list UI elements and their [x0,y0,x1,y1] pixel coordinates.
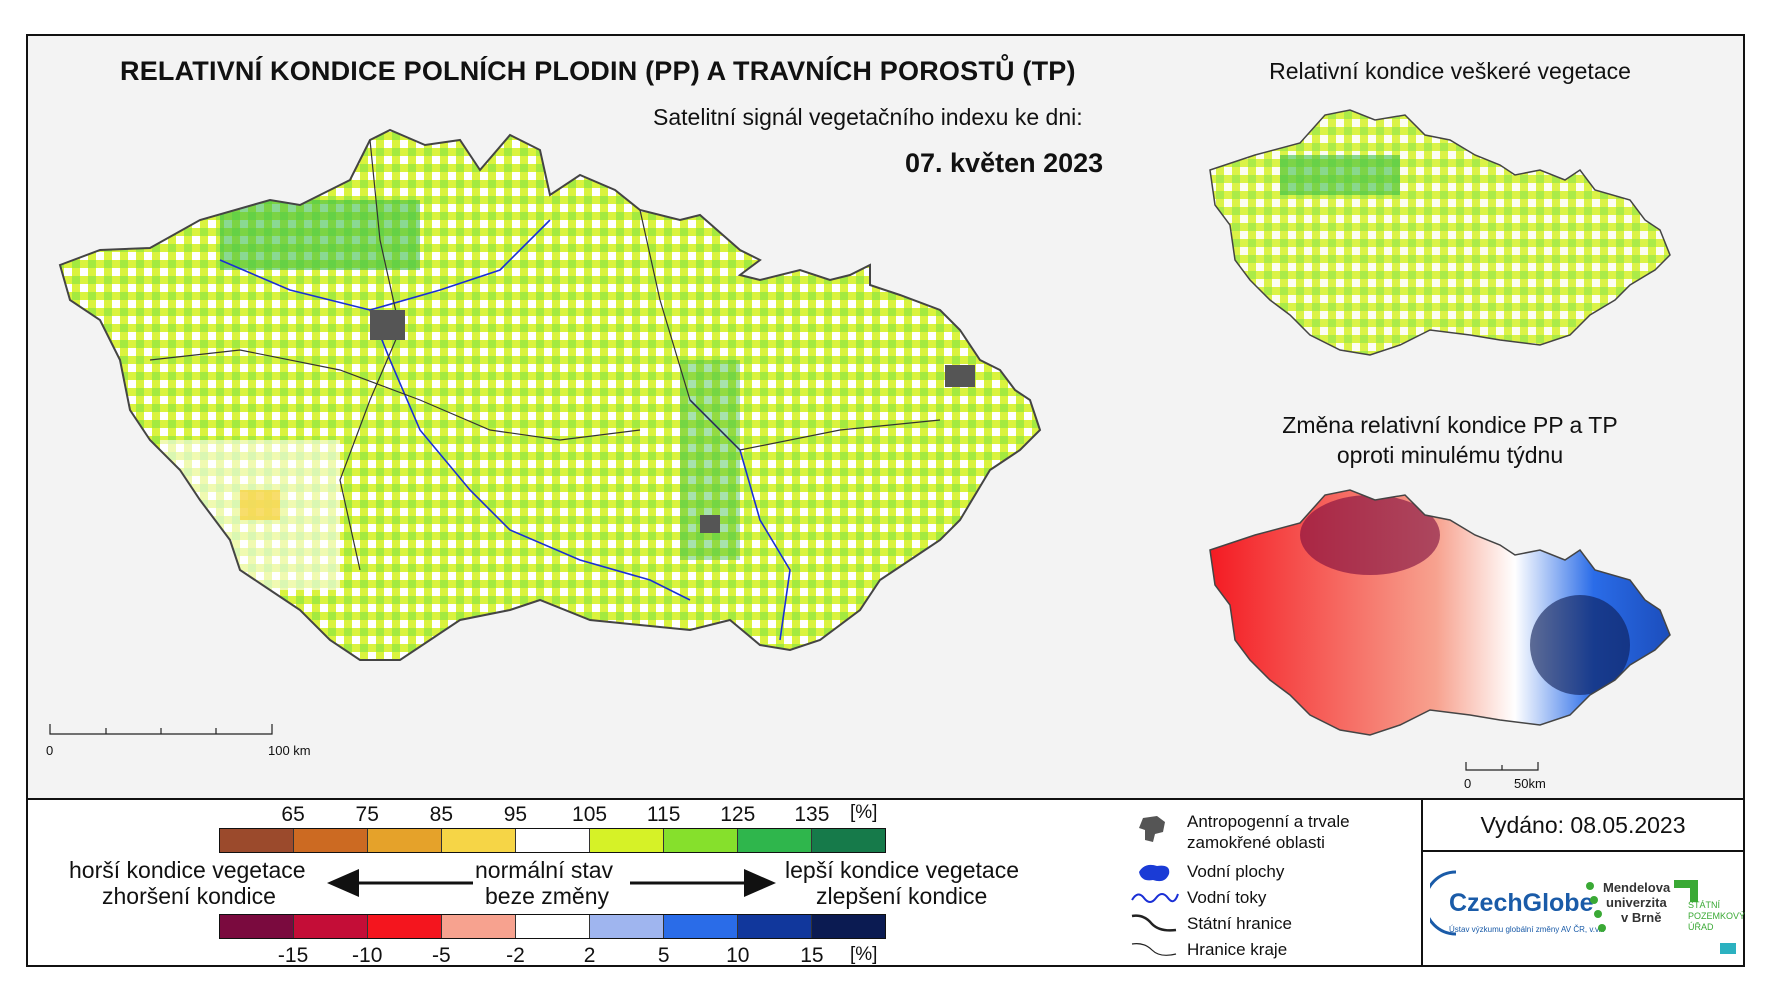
legend-change-tick-label: -2 [506,944,525,967]
legend-condition-tick-label: 125 [720,803,756,826]
legend-condition-color-bar [219,828,886,853]
main-map [59,129,1041,661]
legend-change-tick-label: -5 [431,944,451,967]
legend-condition-swatch [515,829,589,852]
legend-change-swatch [663,915,737,938]
legend-condition-swatch [441,829,515,852]
legend-condition-swatch [811,829,885,852]
mendel-line3: v Brně [1621,910,1662,925]
prague-area [370,310,405,340]
inset-scale-start: 0 [1464,776,1472,791]
legend-better-line2: zlepšení kondice [816,883,988,909]
legend-worse-line1: horší kondice vegetace [69,857,306,883]
key-water-courses: Vodní toky [1187,888,1267,907]
inset-scale-bar [1465,762,1539,771]
spu-logo-block [1720,943,1736,954]
water-body-icon [1139,864,1170,882]
main-scale-bar [49,724,273,735]
legend-change-tick-label: -10 [352,944,383,967]
inset-bottom-title-2: oproti minulému týdnu [1336,442,1564,468]
legend-change-tick-label: 10 [726,944,750,967]
czechglobe-subtitle: Ústav výzkumu globální změny AV ČR, v.v.… [1449,925,1605,934]
legend-change-tick-label: 15 [800,944,824,967]
legend-condition-swatch [367,829,441,852]
legend-normal-line1: normální stav [475,857,614,883]
arrow-left-icon [327,869,473,897]
issued-divider-horizontal [1421,850,1745,852]
legend-condition-tick-label: 115 [646,803,681,826]
spu-line3: ÚŘAD [1688,922,1714,932]
legend-better-line1: lepší kondice vegetace [785,857,1019,883]
legend-change-swatch [737,915,811,938]
state-border-icon [1131,914,1177,932]
legend-change-swatch [441,915,515,938]
main-scale-end: 100 km [268,743,311,758]
legend-condition-swatch [220,829,293,852]
key-anthropogenic-line1: Antropogenní a trvale [1187,812,1350,831]
legend-change-swatch [515,915,589,938]
water-course-icon [1131,893,1179,903]
czechglobe-arc-icon [1430,870,1457,936]
inset-scale-end: 50km [1514,776,1546,791]
map-title: RELATIVNÍ KONDICE POLNÍCH PLODIN (PP) A … [120,56,1076,86]
legend-condition-tick-label: 75 [355,803,379,826]
map-date: 07. květen 2023 [905,148,1104,178]
ostrava-area [945,365,975,387]
mendel-line1: Mendelova [1603,880,1671,895]
legend-condition-swatch [589,829,663,852]
spu-logo: STÁTNÍ POZEMKOVÝ ÚŘAD [1688,900,1745,933]
mendel-line2: univerzita [1606,895,1667,910]
legend-change-tick-label: 5 [657,944,670,967]
legend-condition-swatch [293,829,367,852]
legend-condition-tick-label: 95 [503,803,528,826]
issued-date: Vydáno: 08.05.2023 [1480,812,1686,838]
inset-bottom-title-1: Změna relativní kondice PP a TP [1282,412,1618,438]
spu-line2: POZEMKOVÝ [1688,911,1746,921]
legend-condition-tick-label: 85 [429,803,453,826]
legend-worse-line2: zhoršení kondice [102,883,276,909]
legend-change-swatch [589,915,663,938]
legend-change-tick-label: -15 [277,944,309,967]
legend-change-swatch [367,915,441,938]
legend-condition-tick-label: 135 [794,803,830,826]
legend-divider [26,798,1745,800]
brno-area [700,515,720,533]
arrow-right-icon [630,869,776,897]
spu-logo-icon [1674,880,1698,902]
legend-condition-tick-label: 105 [572,803,608,826]
issued-divider-vertical [1421,798,1423,967]
key-anthropogenic-line2: zamokřené oblasti [1187,833,1325,852]
legend-change-swatch [293,915,367,938]
mendel-logo: Mendelova univerzita v Brně [1603,880,1670,925]
inset-vegetation-map [1209,109,1671,356]
legend-top-unit: [%] [850,802,878,823]
legend-change-swatch [220,915,293,938]
mendel-dots-icon [1586,882,1606,932]
legend-condition-swatch [737,829,811,852]
key-region-border: Hranice kraje [1187,940,1288,959]
legend-condition-swatch [663,829,737,852]
inset-top-title: Relativní kondice veškeré vegetace [1269,58,1631,84]
key-state-border: Státní hranice [1187,914,1292,933]
map-subtitle: Satelitní signál vegetačního indexu ke d… [653,104,1083,130]
anthropogenic-area-icon [1139,816,1165,842]
legend-normal-line2: beze změny [485,883,610,909]
czechglobe-logo: CzechGlobe [1449,889,1594,917]
inset-change-map [1209,489,1671,736]
legend-condition-tick-label: 65 [281,803,305,826]
region-border-icon [1131,943,1177,956]
legend-change-swatch [811,915,885,938]
key-water-bodies: Vodní plochy [1187,862,1285,881]
legend-bottom-unit: [%] [850,944,878,965]
legend-change-tick-label: 2 [583,944,596,967]
legend-change-color-bar [219,914,886,939]
main-scale-start: 0 [46,743,54,758]
spu-line1: STÁTNÍ [1688,900,1721,910]
